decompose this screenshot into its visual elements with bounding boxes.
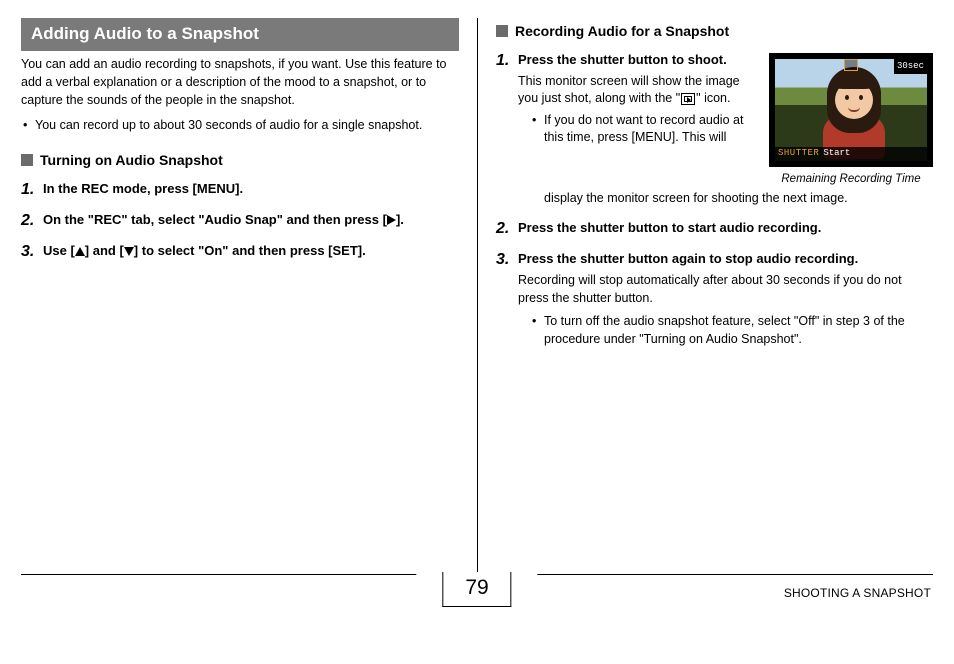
text-part: Use [ — [43, 243, 75, 258]
page: Adding Audio to a Snapshot You can add a… — [21, 18, 933, 618]
text-part: " icon. — [696, 91, 730, 105]
intro-bullets: • You can record up to about 30 seconds … — [21, 117, 459, 135]
step-number: 2. — [496, 219, 518, 238]
step-number: 1. — [496, 51, 518, 207]
step-body: Press the shutter button to start audio … — [518, 219, 933, 238]
bullet-continuation: display the monitor screen for shooting … — [518, 190, 933, 208]
step-3: 3. Use [ ] and [ ] to select "On" and then… — [21, 242, 459, 261]
step-number: 3. — [496, 250, 518, 352]
step-number: 3. — [21, 242, 43, 261]
step-body: Press the shutter button to shoot. This … — [518, 51, 933, 207]
step-wrap: Press the shutter button to shoot. This … — [518, 51, 933, 188]
step-number: 2. — [21, 211, 43, 230]
lcd-photo: 30sec SHUTTER Start — [775, 59, 927, 161]
bullet-icon: • — [530, 112, 544, 147]
sub-bullets: • To turn off the audio snapshot feature… — [518, 313, 933, 348]
bullet-text: You can record up to about 30 seconds of… — [35, 117, 422, 135]
subheading-recording: Recording Audio for a Snapshot — [496, 22, 933, 41]
bullet-icon: • — [530, 313, 544, 348]
page-number-box: 79 — [416, 572, 537, 607]
page-footer: 79 SHOOTING A SNAPSHOT — [21, 574, 933, 618]
step-text: In the REC mode, press [MENU]. — [43, 181, 243, 196]
step-bold: Press the shutter button to shoot. — [518, 51, 759, 70]
subheading-text: Turning on Audio Snapshot — [40, 151, 223, 170]
section-title-bar: Adding Audio to a Snapshot — [21, 18, 459, 51]
text-part: On the "REC" tab, select "Audio Snap" an… — [43, 212, 387, 227]
content-columns: Adding Audio to a Snapshot You can add a… — [21, 18, 933, 574]
step-text-block: Press the shutter button to shoot. This … — [518, 51, 759, 188]
list-item: • You can record up to about 30 seconds … — [21, 117, 459, 135]
subheading-turning-on: Turning on Audio Snapshot — [21, 151, 459, 170]
text-part: ] and [ — [85, 243, 124, 258]
bullet-text: If you do not want to record audio at th… — [544, 112, 759, 147]
figure-eye — [845, 95, 849, 100]
step-1: 1. In the REC mode, press [MENU]. — [21, 180, 459, 199]
text-part: ] to select "On" and then press [SET]. — [134, 243, 366, 258]
lcd-bottom-strip: SHUTTER Start — [775, 147, 927, 161]
figure-eye — [859, 95, 863, 100]
step-text: On the "REC" tab, select "Audio Snap" an… — [43, 212, 404, 227]
step-para: This monitor screen will show the image … — [518, 73, 759, 108]
figure-bangs — [833, 73, 875, 89]
step-body: Use [ ] and [ ] to select "On" and then pr… — [43, 242, 459, 261]
step-para: Recording will stop automatically after … — [518, 272, 933, 307]
triangle-right-icon — [387, 215, 396, 225]
step-text: Press the shutter button to start audio … — [518, 220, 821, 235]
lcd-block: 30sec SHUTTER Start Remaining Recording … — [769, 51, 933, 188]
audio-snap-icon — [681, 93, 695, 105]
intro-text: You can add an audio recording to snapsh… — [21, 55, 459, 109]
lcd-inner: 30sec SHUTTER Start — [775, 59, 927, 161]
left-column: Adding Audio to a Snapshot You can add a… — [21, 18, 477, 574]
page-number: 79 — [442, 572, 511, 607]
shutter-label: SHUTTER — [778, 147, 819, 160]
time-tag: 30sec — [894, 59, 927, 74]
square-icon — [21, 154, 33, 166]
step-number: 1. — [21, 180, 43, 199]
step-1: 1. Press the shutter button to shoot. Th… — [496, 51, 933, 207]
list-item: • If you do not want to record audio at … — [530, 112, 759, 147]
step-3: 3. Press the shutter button again to sto… — [496, 250, 933, 352]
right-column: Recording Audio for a Snapshot 1. Press … — [477, 18, 933, 574]
list-item: • To turn off the audio snapshot feature… — [530, 313, 933, 348]
footer-section-label: SHOOTING A SNAPSHOT — [784, 586, 931, 600]
subheading-text: Recording Audio for a Snapshot — [515, 22, 729, 41]
step-body: Press the shutter button again to stop a… — [518, 250, 933, 352]
text-part: ]. — [396, 212, 404, 227]
step-2: 2. Press the shutter button to start aud… — [496, 219, 933, 238]
step-text: Use [ ] and [ ] to select "On" and then pr… — [43, 243, 366, 258]
bullet-icon: • — [21, 117, 35, 135]
lcd-screen: 30sec SHUTTER Start — [769, 53, 933, 167]
triangle-down-icon — [124, 247, 134, 256]
triangle-up-icon — [75, 247, 85, 256]
step-bold: Press the shutter button again to stop a… — [518, 250, 933, 269]
step-body: In the REC mode, press [MENU]. — [43, 180, 459, 199]
step-2: 2. On the "REC" tab, select "Audio Snap"… — [21, 211, 459, 230]
sub-bullets: • If you do not want to record audio at … — [518, 112, 759, 147]
step-body: On the "REC" tab, select "Audio Snap" an… — [43, 211, 459, 230]
lcd-caption: Remaining Recording Time — [769, 171, 933, 188]
square-icon — [496, 25, 508, 37]
audio-icon — [844, 59, 858, 71]
start-label: Start — [823, 147, 850, 160]
child-figure — [821, 67, 887, 157]
bullet-text: To turn off the audio snapshot feature, … — [544, 313, 933, 348]
